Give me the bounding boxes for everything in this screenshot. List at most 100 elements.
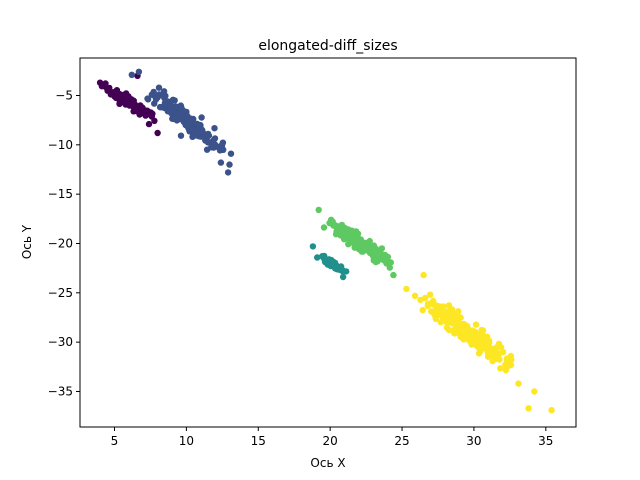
scatter-point-cluster-0 [117, 97, 125, 104]
scatter-point-cluster-3 [377, 255, 385, 263]
scatter-point-cluster-1 [177, 132, 185, 139]
scatter-point-cluster-3 [338, 221, 346, 229]
scatter-point-cluster-0 [128, 96, 135, 103]
scatter-point-cluster-4 [429, 297, 437, 305]
scatter-point-cluster-4 [445, 302, 453, 309]
scatter-point-cluster-3 [378, 245, 386, 252]
scatter-point-cluster-4 [443, 324, 451, 331]
scatter-point-cluster-4 [490, 348, 497, 355]
x-tick-label: 5 [111, 434, 119, 448]
x-axis: 5 10 15 20 25 30 35 [111, 427, 553, 448]
scatter-point-cluster-4 [431, 309, 438, 316]
scatter-point-cluster-4 [403, 285, 410, 293]
scatter-point-cluster-4 [424, 302, 431, 310]
scatter-point-cluster-0 [104, 87, 111, 94]
scatter-point-cluster-4 [497, 344, 505, 351]
scatter-point-cluster-0 [154, 129, 161, 137]
scatter-point-cluster-3 [390, 271, 397, 279]
scatter-point-cluster-1 [218, 141, 226, 148]
y-tick-label: −35 [48, 384, 73, 398]
scatter-point-cluster-4 [504, 359, 512, 366]
scatter-point-cluster-2 [339, 273, 347, 281]
y-tick-label: −5 [55, 88, 73, 102]
scatter-point-cluster-1 [199, 128, 206, 136]
scatter-point-cluster-1 [155, 84, 163, 91]
points-layer [96, 68, 555, 414]
scatter-point-cluster-0 [111, 90, 118, 97]
scatter-point-cluster-4 [497, 365, 504, 372]
scatter-point-cluster-1 [164, 98, 172, 105]
scatter-point-cluster-2 [309, 243, 317, 250]
scatter-point-cluster-3 [341, 236, 348, 243]
scatter-point-cluster-4 [531, 388, 538, 395]
scatter-point-cluster-1 [211, 125, 218, 132]
scatter-point-cluster-3 [348, 235, 355, 242]
scatter-point-cluster-1 [135, 68, 143, 76]
x-tick-label: 20 [323, 434, 338, 448]
scatter-point-cluster-1 [226, 161, 233, 168]
scatter-point-cluster-3 [345, 228, 352, 236]
scatter-point-cluster-4 [443, 313, 450, 320]
chart-title: elongated-diff_sizes [258, 38, 397, 54]
scatter-point-cluster-4 [507, 352, 515, 360]
scatter-point-cluster-3 [333, 224, 341, 231]
scatter-point-cluster-3 [345, 241, 352, 248]
scatter-point-cluster-4 [437, 318, 444, 326]
scatter-point-cluster-1 [216, 147, 224, 154]
scatter-point-cluster-4 [478, 326, 485, 334]
scatter-point-cluster-2 [335, 264, 342, 272]
plot-frame [79, 57, 577, 428]
scatter-point-cluster-0 [145, 120, 153, 128]
y-tick-label: −25 [48, 286, 73, 300]
scatter-point-cluster-4 [490, 352, 497, 359]
scatter-point-cluster-4 [548, 407, 555, 414]
scatter-point-cluster-3 [320, 224, 328, 231]
scatter-point-cluster-4 [455, 308, 462, 315]
scatter-point-cluster-4 [419, 306, 426, 314]
scatter-point-cluster-4 [525, 405, 532, 412]
scatter-point-cluster-4 [474, 335, 481, 342]
scatter-point-cluster-1 [162, 92, 169, 100]
scatter-point-cluster-3 [372, 245, 380, 252]
y-tick-label: −15 [48, 187, 73, 201]
scatter-point-cluster-4 [455, 325, 462, 332]
scatter-point-cluster-1 [169, 96, 177, 104]
scatter-point-cluster-2 [314, 254, 321, 261]
scatter-point-cluster-1 [198, 114, 205, 121]
scatter-point-cluster-0 [137, 106, 145, 114]
scatter-point-cluster-1 [224, 169, 232, 176]
scatter-point-cluster-3 [370, 257, 377, 264]
scatter-point-cluster-1 [178, 114, 185, 121]
scatter-point-cluster-0 [146, 110, 153, 117]
scatter-point-cluster-3 [368, 249, 375, 256]
scatter-point-cluster-1 [189, 133, 196, 140]
scatter-point-cluster-1 [227, 150, 235, 157]
scatter-point-cluster-1 [183, 122, 191, 129]
scatter-point-cluster-1 [170, 115, 177, 123]
scatter-point-cluster-3 [355, 240, 363, 247]
scatter-point-cluster-3 [354, 232, 361, 239]
scatter-point-cluster-4 [411, 292, 419, 299]
x-tick-label: 10 [179, 434, 194, 448]
scatter-point-cluster-4 [432, 315, 439, 323]
scatter-point-cluster-4 [420, 271, 427, 279]
scatter-point-cluster-4 [467, 328, 474, 335]
x-tick-label: 15 [251, 434, 266, 448]
x-axis-label: Ось X [310, 456, 345, 470]
scatter-point-cluster-1 [144, 95, 151, 102]
scatter-point-cluster-4 [468, 341, 475, 348]
x-tick-label: 35 [538, 434, 553, 448]
scatter-point-cluster-3 [337, 231, 344, 239]
scatter-point-cluster-4 [450, 316, 457, 323]
scatter-point-cluster-3 [359, 246, 366, 253]
scatter-point-cluster-3 [327, 216, 335, 223]
scatter-point-cluster-0 [151, 117, 158, 125]
scatter-point-cluster-1 [184, 112, 191, 120]
scatter-point-cluster-0 [121, 92, 129, 99]
scatter-point-cluster-4 [427, 291, 434, 298]
scatter-point-cluster-1 [186, 117, 194, 125]
scatter-point-cluster-1 [173, 104, 180, 111]
y-tick-label: −10 [48, 138, 73, 152]
